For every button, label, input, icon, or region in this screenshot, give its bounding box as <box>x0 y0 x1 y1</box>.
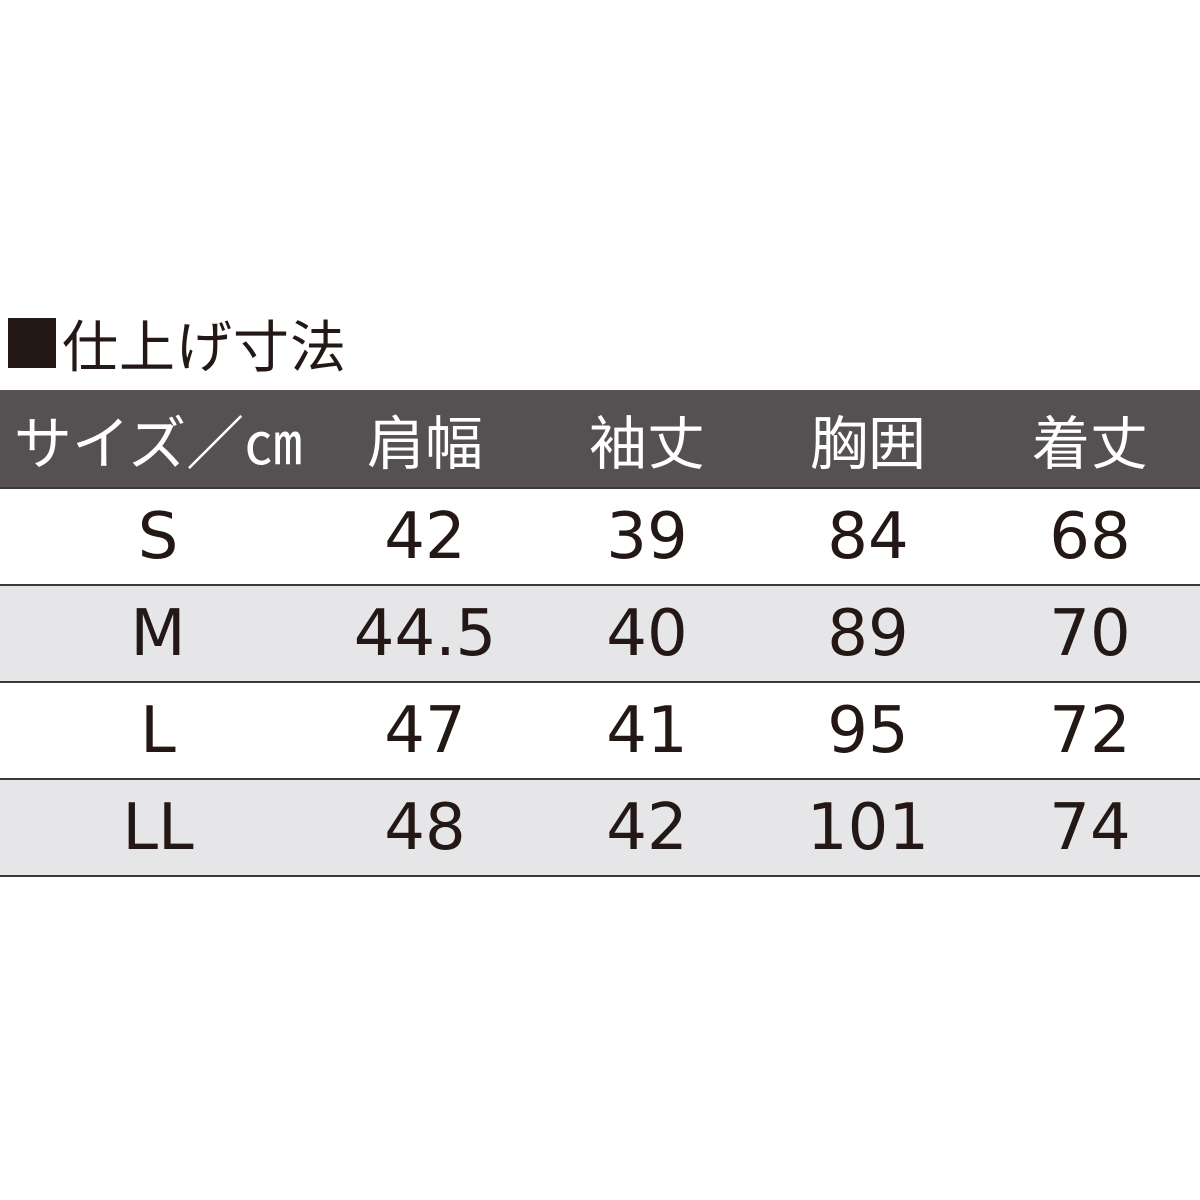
column-header: 着丈 <box>1031 409 1149 478</box>
size-table: サイズ／㎝ 肩幅 袖丈 胸囲 着丈 S 42 39 84 68 M 44.5 40 89 70 L 47 41 95… <box>0 390 1200 877</box>
table-row: LL 48 42 101 74 <box>0 780 1200 877</box>
table-cell: 40 <box>606 596 688 671</box>
table-cell: 72 <box>1049 693 1131 768</box>
table-cell: 39 <box>606 499 688 574</box>
table-cell: 44.5 <box>353 596 497 671</box>
table-cell: 95 <box>827 693 909 768</box>
table-cell: 47 <box>384 693 466 768</box>
column-header: 袖丈 <box>588 409 706 478</box>
table-cell: 68 <box>1049 499 1131 574</box>
table-cell: LL <box>122 790 194 865</box>
table-cell: 84 <box>827 499 909 574</box>
table-cell: 101 <box>806 790 930 865</box>
table-cell: M <box>130 596 186 671</box>
table-cell: 74 <box>1049 790 1131 865</box>
column-header: サイズ／㎝ <box>13 409 303 478</box>
table-cell: 41 <box>606 693 688 768</box>
table-cell: 42 <box>384 499 466 574</box>
title-text: 仕上げ寸法 <box>62 315 347 381</box>
table-header-row: サイズ／㎝ 肩幅 袖丈 胸囲 着丈 <box>0 390 1200 489</box>
section-title: 仕上げ寸法 <box>8 308 347 381</box>
column-header: 胸囲 <box>809 409 927 478</box>
column-header: 肩幅 <box>366 409 484 478</box>
square-bullet-icon <box>8 318 56 368</box>
table-cell: 48 <box>384 790 466 865</box>
table-cell: S <box>137 499 179 574</box>
table-row: S 42 39 84 68 <box>0 489 1200 586</box>
table-cell: 89 <box>827 596 909 671</box>
table-cell: L <box>140 693 176 768</box>
table-row: M 44.5 40 89 70 <box>0 586 1200 683</box>
table-cell: 42 <box>606 790 688 865</box>
table-cell: 70 <box>1049 596 1131 671</box>
table-row: L 47 41 95 72 <box>0 683 1200 780</box>
